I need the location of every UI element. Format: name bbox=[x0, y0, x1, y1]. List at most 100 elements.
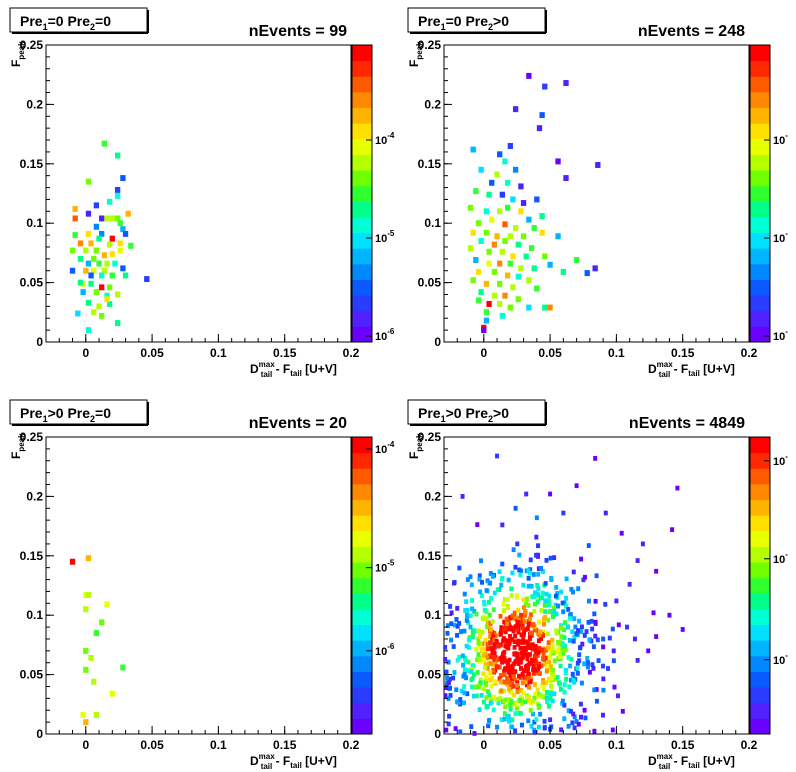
colorbar-tick-label: 10- bbox=[773, 651, 788, 667]
heatmap-cell bbox=[463, 667, 467, 673]
heatmap-cell bbox=[91, 309, 97, 316]
x-tick-label: 0.2 bbox=[741, 738, 758, 752]
heatmap-cell bbox=[109, 235, 115, 242]
heatmap-cell bbox=[502, 292, 508, 299]
x-tick-label: 0.15 bbox=[273, 738, 297, 752]
heatmap-cell bbox=[610, 727, 615, 733]
svg-text:Fpeak: Fpeak bbox=[407, 433, 424, 459]
heatmap-cell bbox=[521, 674, 526, 680]
heatmap-cell bbox=[534, 552, 539, 558]
heatmap-cell bbox=[117, 240, 123, 247]
colorbar-segment bbox=[750, 45, 770, 62]
svg-text:Fpeak: Fpeak bbox=[9, 433, 26, 459]
heatmap-cell bbox=[494, 656, 499, 662]
heatmap-cell bbox=[552, 658, 557, 664]
heatmap-cell bbox=[492, 644, 497, 650]
heatmap-cell bbox=[464, 675, 469, 681]
heatmap-cell bbox=[458, 629, 463, 634]
heatmap-cell bbox=[563, 175, 569, 182]
heatmap-cell bbox=[144, 276, 150, 283]
colorbar-segment bbox=[750, 91, 770, 109]
heatmap-cell bbox=[489, 596, 494, 601]
heatmap-cell bbox=[526, 718, 531, 724]
heatmap-cell bbox=[525, 644, 530, 650]
heatmap-cell bbox=[443, 693, 448, 698]
colorbar-segment bbox=[352, 138, 372, 155]
y-tick-label: 0.25 bbox=[20, 430, 44, 444]
heatmap-cell bbox=[586, 598, 591, 604]
svg-text:Fpeak: Fpeak bbox=[407, 41, 424, 67]
heatmap-cell bbox=[502, 238, 508, 244]
y-tick-label: 0.05 bbox=[20, 276, 44, 290]
heatmap-cell bbox=[491, 268, 498, 275]
heatmap-cell bbox=[522, 629, 527, 635]
heatmap-cell bbox=[546, 676, 551, 682]
heatmap-cell bbox=[455, 623, 460, 629]
heatmap-cell bbox=[502, 716, 507, 722]
heatmap-cell bbox=[75, 310, 81, 317]
heatmap-cell bbox=[485, 578, 490, 584]
heatmap-cell bbox=[519, 650, 524, 656]
heatmap-cell bbox=[77, 279, 84, 286]
heatmap-cell bbox=[570, 671, 575, 677]
heatmap-cell bbox=[447, 713, 452, 719]
heatmap-cell bbox=[579, 624, 584, 630]
panel-1: 0 0.05 0.1 0.15 0.2 0 0.05 0.1 0.15 0.2 0.25 Dmax ta… bbox=[9, 7, 395, 379]
heatmap-cell bbox=[475, 297, 482, 304]
heatmap-cell bbox=[478, 589, 483, 595]
panel-2: 0 0.05 0.1 0.15 0.2 0 0.05 0.1 0.15 0.2 0.25 Dmax ta… bbox=[407, 7, 788, 379]
heatmap-cell bbox=[541, 569, 545, 574]
colorbar-segment bbox=[750, 138, 770, 155]
heatmap-cell bbox=[548, 664, 553, 669]
heatmap-cell bbox=[516, 638, 521, 644]
heatmap-cell bbox=[513, 616, 518, 622]
heatmap-cell bbox=[480, 579, 485, 585]
colorbar: 10-4 10-5 10-6 bbox=[351, 436, 395, 735]
heatmap-cell bbox=[566, 606, 571, 612]
heatmap-cell bbox=[497, 569, 502, 575]
heatmap-cell bbox=[600, 712, 605, 718]
x-tick-label: 0.15 bbox=[273, 346, 297, 360]
heatmap-cell bbox=[483, 280, 490, 287]
heatmap-cell bbox=[491, 241, 498, 248]
heatmap-cell bbox=[568, 612, 573, 618]
heatmap-cell bbox=[535, 687, 540, 693]
colorbar-segment bbox=[352, 718, 372, 735]
heatmap-cell bbox=[467, 204, 474, 211]
heatmap-cell bbox=[515, 680, 520, 686]
heatmap-cell bbox=[475, 268, 482, 275]
heatmap-cell bbox=[91, 678, 97, 685]
heatmap-cell bbox=[459, 688, 464, 694]
heatmap-cell bbox=[595, 162, 601, 168]
heatmap-cell bbox=[469, 669, 474, 674]
y-tick-label: 0 bbox=[36, 727, 43, 741]
heatmap-cell bbox=[530, 711, 535, 717]
colorbar-segment bbox=[750, 483, 770, 501]
y-tick-label: 0.2 bbox=[424, 489, 441, 503]
heatmap-cell bbox=[491, 292, 498, 299]
heatmap-cell bbox=[592, 687, 597, 693]
heatmap-cell bbox=[458, 697, 463, 702]
heatmap-cell bbox=[478, 680, 483, 686]
heatmap-cell bbox=[499, 582, 504, 588]
heatmap-cell bbox=[486, 301, 492, 307]
heatmap-cell bbox=[496, 643, 501, 649]
heatmap-cell bbox=[483, 309, 490, 316]
heatmap-cell bbox=[514, 701, 519, 707]
y-tick-label: 0.1 bbox=[26, 608, 43, 622]
heatmap-cell bbox=[560, 600, 565, 606]
heatmap-cell bbox=[547, 696, 552, 702]
heatmap-cell bbox=[667, 612, 672, 618]
colorbar-segment bbox=[750, 640, 770, 657]
heatmap-cell bbox=[500, 659, 505, 665]
heatmap-cell bbox=[524, 601, 529, 607]
heatmap-cell bbox=[515, 651, 520, 657]
heatmap-cell bbox=[483, 317, 490, 324]
colorbar-segment bbox=[750, 608, 770, 626]
heatmap-cell bbox=[530, 657, 534, 663]
heatmap-cell bbox=[521, 690, 526, 696]
heatmap-cell bbox=[572, 634, 577, 640]
heatmap-cell bbox=[527, 636, 532, 642]
heatmap-cell bbox=[444, 727, 449, 733]
